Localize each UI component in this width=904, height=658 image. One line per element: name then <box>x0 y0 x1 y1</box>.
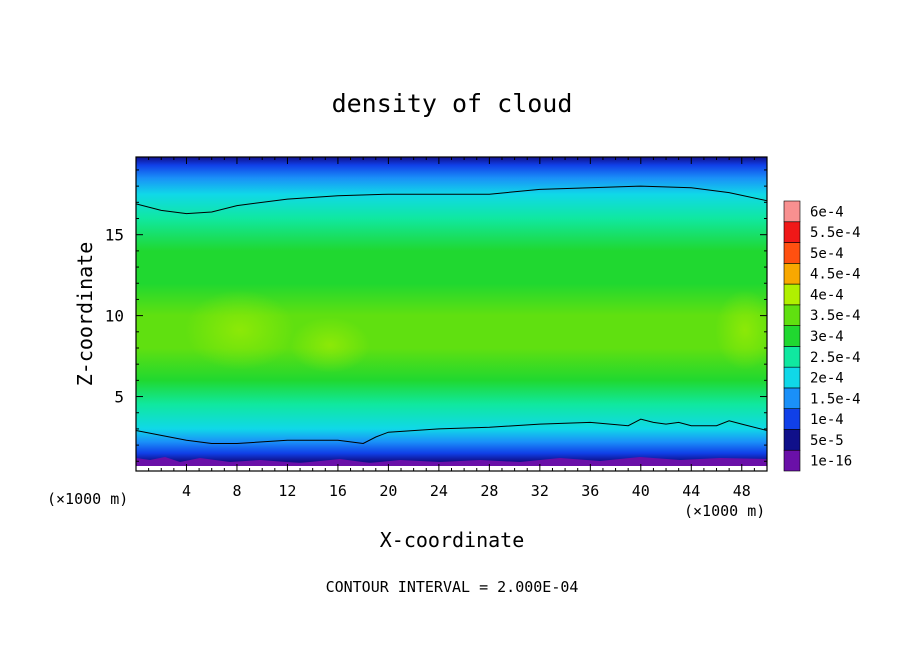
colorbar-swatch <box>783 408 801 430</box>
x-tick-label: 16 <box>329 482 347 500</box>
colorbar-swatch <box>783 242 801 264</box>
x-tick-label: 24 <box>430 482 448 500</box>
colorbar-swatch <box>783 387 801 409</box>
y-tick-label: 5 <box>114 388 124 407</box>
colorbar-label: 2.5e-4 <box>810 350 861 366</box>
x-tick-label: 20 <box>379 482 397 500</box>
colorbar-label: 5.5e-4 <box>810 225 861 241</box>
colorbar-label: 6e-4 <box>810 204 844 220</box>
x-tick-label: 48 <box>733 482 751 500</box>
x-tick-label: 44 <box>682 482 700 500</box>
colorbar-label: 1e-4 <box>810 412 844 428</box>
contour-line-2 <box>136 418 767 445</box>
x-tick-label: 32 <box>531 482 549 500</box>
x-unit-left: (×1000 m) <box>47 490 128 508</box>
colorbar-swatch <box>783 429 801 451</box>
y-axis-label: Z-coordinate <box>73 242 97 387</box>
contour-interval-note: CONTOUR INTERVAL = 2.000E-04 <box>326 578 579 596</box>
colorbar-swatch <box>783 304 801 326</box>
density-maximum-left <box>185 290 295 370</box>
x-tick-label: 8 <box>232 482 241 500</box>
colorbar-label: 4.5e-4 <box>810 267 861 283</box>
density-maximum-right <box>715 290 767 370</box>
x-tick-label: 4 <box>182 482 191 500</box>
colorbar-label: 5e-4 <box>810 246 844 262</box>
colorbar-swatch <box>783 366 801 389</box>
colorbar-swatch <box>783 283 801 306</box>
density-maximum-center <box>290 317 370 373</box>
colorbar-label: 1.5e-4 <box>810 391 861 407</box>
x-unit-right: (×1000 m) <box>684 502 765 520</box>
x-axis-label: X-coordinate <box>380 528 525 552</box>
x-tick-label: 12 <box>278 482 296 500</box>
y-tick-label: 15 <box>105 226 124 245</box>
colorbar-label: 3.5e-4 <box>810 308 861 324</box>
colorbar-swatch <box>783 221 801 243</box>
colorbar: 1e-16 5e-5 1e-4 1.5e-4 2e-4 2.5e-4 3e-4 3.5e-4 4… <box>783 200 861 472</box>
contour-lines <box>136 185 767 445</box>
x-tick-label: 28 <box>480 482 498 500</box>
colorbar-label: 4e-4 <box>810 287 844 303</box>
colorbar-swatch <box>783 325 801 347</box>
colorbar-label: 1e-16 <box>810 454 852 470</box>
x-tick-label: 40 <box>632 482 650 500</box>
y-axis-ticks: 5 10 15 <box>105 169 767 462</box>
colorbar-swatch <box>783 346 801 368</box>
colorbar-swatch <box>783 263 801 285</box>
colorbar-label: 2e-4 <box>810 371 844 387</box>
contour-line-1 <box>136 185 767 215</box>
x-axis-ticks: 4 8 12 16 20 24 28 32 36 40 44 48 <box>148 157 755 500</box>
colorbar-label: 3e-4 <box>810 329 844 345</box>
colorbar-swatch <box>783 200 801 223</box>
y-tick-label: 10 <box>105 307 124 326</box>
x-tick-label: 36 <box>581 482 599 500</box>
chart-title: density of cloud <box>332 89 573 118</box>
colorbar-label: 5e-5 <box>810 433 844 449</box>
colorbar-swatch <box>783 449 801 472</box>
plot-area <box>136 157 767 471</box>
